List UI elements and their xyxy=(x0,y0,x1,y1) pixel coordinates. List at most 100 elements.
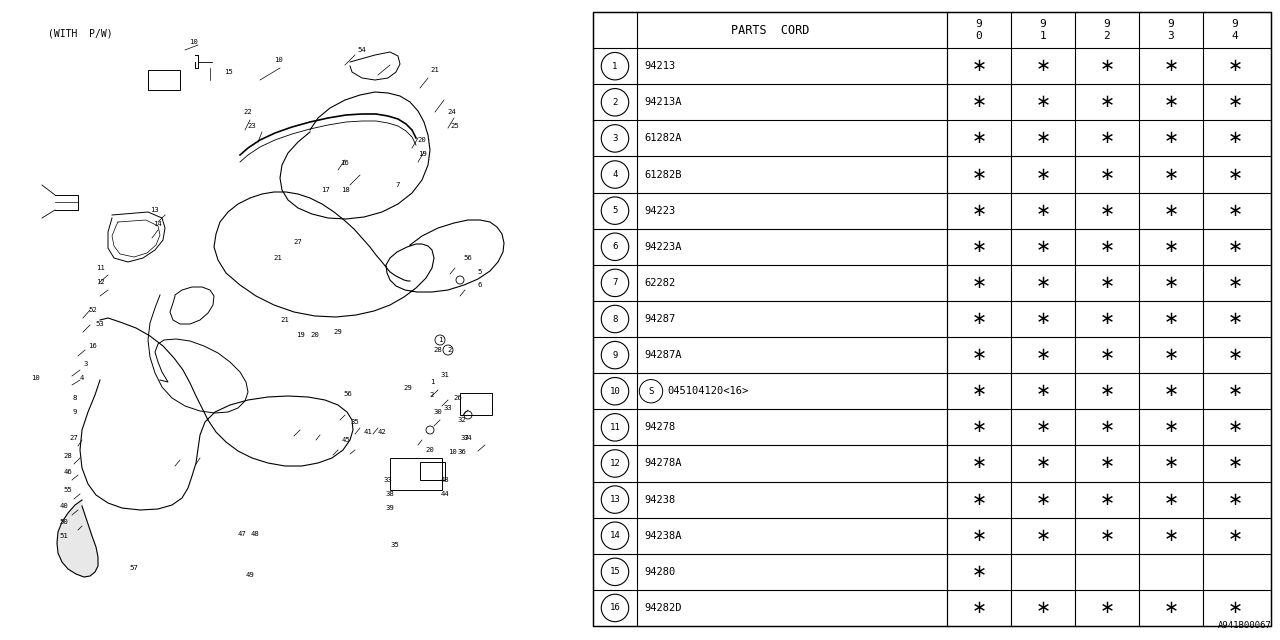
Text: ∗: ∗ xyxy=(1228,491,1243,509)
Text: 13: 13 xyxy=(609,495,621,504)
Text: ∗: ∗ xyxy=(1164,382,1179,400)
Polygon shape xyxy=(58,500,99,577)
Text: 16: 16 xyxy=(87,343,96,349)
Text: 21: 21 xyxy=(280,317,289,323)
Text: ∗: ∗ xyxy=(1164,274,1179,292)
Text: ∗: ∗ xyxy=(1164,57,1179,75)
Text: 7: 7 xyxy=(612,278,618,287)
Text: 51: 51 xyxy=(60,533,68,539)
Text: ∗: ∗ xyxy=(1228,454,1243,472)
Text: 28: 28 xyxy=(434,347,443,353)
Text: 9
4: 9 4 xyxy=(1231,19,1238,41)
Text: 9: 9 xyxy=(612,351,618,360)
Text: 3: 3 xyxy=(83,361,88,367)
Text: (WITH  P/W): (WITH P/W) xyxy=(49,28,113,38)
Text: 62282: 62282 xyxy=(644,278,676,288)
Text: ∗: ∗ xyxy=(1036,491,1051,509)
Bar xyxy=(390,458,442,490)
Text: 94223A: 94223A xyxy=(644,242,681,252)
Text: ∗: ∗ xyxy=(1036,274,1051,292)
Text: 28: 28 xyxy=(64,453,73,459)
Text: ∗: ∗ xyxy=(1164,599,1179,617)
Text: ∗: ∗ xyxy=(1164,166,1179,184)
Text: 94287: 94287 xyxy=(644,314,676,324)
Text: ∗: ∗ xyxy=(1036,166,1051,184)
Text: ∗: ∗ xyxy=(972,419,987,436)
Text: 37: 37 xyxy=(461,435,470,441)
Text: 94238: 94238 xyxy=(644,495,676,504)
Text: 11: 11 xyxy=(96,265,105,271)
Text: 42: 42 xyxy=(378,429,387,435)
Text: 12: 12 xyxy=(609,459,621,468)
Text: 1: 1 xyxy=(430,379,434,385)
Text: ∗: ∗ xyxy=(1228,57,1243,75)
Text: 11: 11 xyxy=(609,423,621,432)
Text: 20: 20 xyxy=(417,137,426,143)
Text: 94278: 94278 xyxy=(644,422,676,433)
Text: 9
2: 9 2 xyxy=(1103,19,1110,41)
Text: ∗: ∗ xyxy=(1228,129,1243,147)
Text: 21: 21 xyxy=(430,67,439,73)
Text: 2: 2 xyxy=(448,347,452,353)
Text: ∗: ∗ xyxy=(1100,202,1115,220)
Text: 94223: 94223 xyxy=(644,205,676,216)
Text: ∗: ∗ xyxy=(1100,274,1115,292)
Text: ∗: ∗ xyxy=(1164,129,1179,147)
Text: ∗: ∗ xyxy=(1100,310,1115,328)
Text: 25: 25 xyxy=(451,123,460,129)
Text: 15: 15 xyxy=(224,69,233,75)
Text: 5: 5 xyxy=(477,269,483,275)
Text: ∗: ∗ xyxy=(1036,454,1051,472)
Text: 39: 39 xyxy=(385,505,394,511)
Text: 4: 4 xyxy=(612,170,618,179)
Text: 1: 1 xyxy=(438,337,442,343)
Text: ∗: ∗ xyxy=(1228,382,1243,400)
Text: 94238A: 94238A xyxy=(644,531,681,541)
Text: ∗: ∗ xyxy=(1164,238,1179,256)
Text: 045104120<16>: 045104120<16> xyxy=(668,386,749,396)
Text: 6: 6 xyxy=(612,243,618,252)
Text: 13: 13 xyxy=(150,207,159,213)
Text: ∗: ∗ xyxy=(972,57,987,75)
Text: ∗: ∗ xyxy=(1164,93,1179,111)
Text: ∗: ∗ xyxy=(972,527,987,545)
Text: 19: 19 xyxy=(296,332,305,338)
Text: 12: 12 xyxy=(96,279,105,285)
Text: 7: 7 xyxy=(396,182,401,188)
Text: 35: 35 xyxy=(390,542,399,548)
Text: 10: 10 xyxy=(274,57,283,63)
Text: 27: 27 xyxy=(69,435,78,441)
Text: ∗: ∗ xyxy=(1100,454,1115,472)
Text: 23: 23 xyxy=(247,123,256,129)
Text: 20: 20 xyxy=(426,447,434,453)
Text: 14: 14 xyxy=(152,221,161,227)
Text: 8: 8 xyxy=(612,314,618,323)
Text: ∗: ∗ xyxy=(972,454,987,472)
Text: 54: 54 xyxy=(357,47,366,53)
Text: ∗: ∗ xyxy=(972,93,987,111)
Text: 56: 56 xyxy=(463,255,472,261)
Text: 5: 5 xyxy=(612,206,618,215)
Text: 33: 33 xyxy=(444,405,452,411)
Text: ∗: ∗ xyxy=(1164,454,1179,472)
Text: 47: 47 xyxy=(238,531,246,537)
Text: S: S xyxy=(648,387,654,396)
Text: ∗: ∗ xyxy=(1100,599,1115,617)
Text: ∗: ∗ xyxy=(972,310,987,328)
Text: ∗: ∗ xyxy=(1228,166,1243,184)
Text: 40: 40 xyxy=(60,503,68,509)
Text: 61282A: 61282A xyxy=(644,133,681,143)
Text: 94282D: 94282D xyxy=(644,603,681,613)
Text: ∗: ∗ xyxy=(1228,346,1243,364)
Text: ∗: ∗ xyxy=(1164,491,1179,509)
Text: 6: 6 xyxy=(477,282,483,288)
Text: 27: 27 xyxy=(293,239,302,245)
Text: 22: 22 xyxy=(243,109,252,115)
Text: ∗: ∗ xyxy=(972,166,987,184)
Text: 41: 41 xyxy=(364,429,372,435)
Text: 31: 31 xyxy=(440,372,449,378)
Text: ∗: ∗ xyxy=(1036,382,1051,400)
Text: 10: 10 xyxy=(448,449,457,455)
Text: 32: 32 xyxy=(458,417,466,423)
Text: ∗: ∗ xyxy=(1100,346,1115,364)
